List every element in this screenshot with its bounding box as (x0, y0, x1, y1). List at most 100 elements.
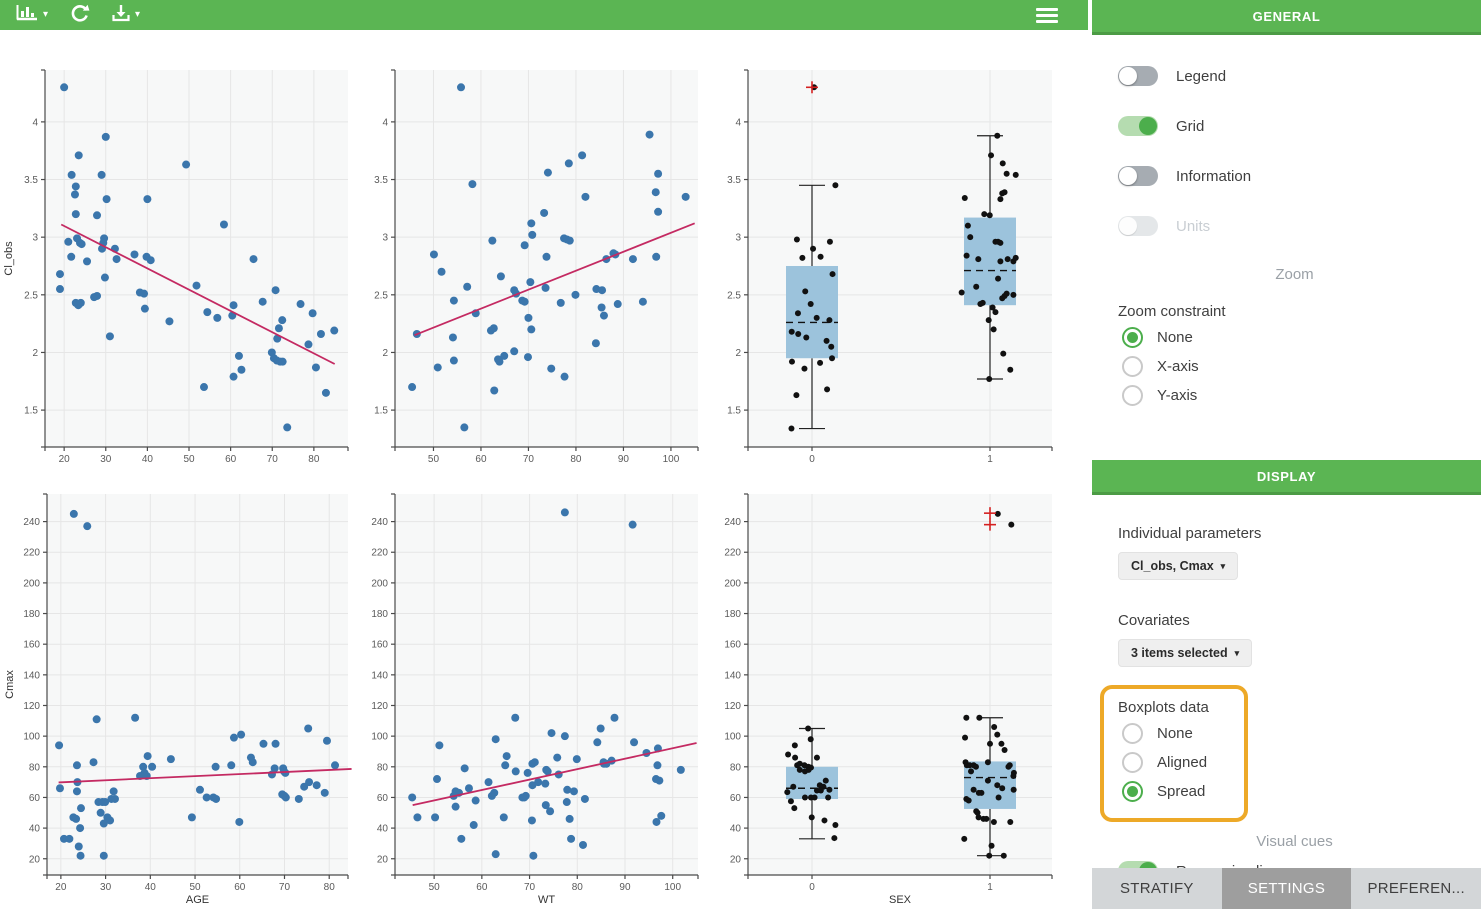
svg-text:180: 180 (724, 609, 741, 620)
boxplots-data-option-spread[interactable]: Spread (1118, 777, 1244, 806)
svg-text:50: 50 (189, 882, 201, 893)
radio-icon (1122, 327, 1143, 348)
plot-toolbar: ▾ ▾ (0, 0, 1088, 30)
grid-toggle-row: Grid (1118, 101, 1471, 151)
svg-text:100: 100 (663, 454, 680, 465)
svg-text:80: 80 (730, 762, 742, 773)
individual-parameters-label: Individual parameters (1118, 525, 1262, 542)
individual-parameters-dropdown[interactable]: Cl_obs, Cmax ▾ (1118, 552, 1239, 580)
svg-text:50: 50 (429, 882, 441, 893)
svg-text:70: 70 (279, 882, 291, 893)
svg-text:20: 20 (377, 854, 389, 865)
svg-text:70: 70 (524, 882, 536, 893)
zoom-section-label: Zoom (1275, 266, 1314, 283)
svg-text:2: 2 (735, 348, 741, 359)
refresh-icon (70, 3, 90, 28)
radio-icon (1122, 752, 1143, 773)
svg-text:3.5: 3.5 (24, 175, 38, 186)
export-icon (112, 4, 130, 27)
tab-preferences[interactable]: PREFEREN... (1351, 868, 1481, 909)
plot-panel: ▾ ▾ (0, 0, 1088, 909)
svg-text:120: 120 (724, 701, 741, 712)
display-section-header: DISPLAY (1092, 460, 1481, 495)
zoom-constraint-option-none[interactable]: None (1118, 323, 1471, 352)
svg-text:50: 50 (183, 454, 195, 465)
export-button[interactable]: ▾ (112, 4, 140, 27)
grid-toggle[interactable] (1118, 116, 1158, 136)
boxplots-data-option-aligned[interactable]: Aligned (1118, 748, 1244, 777)
svg-text:30: 30 (100, 882, 112, 893)
svg-text:Cmax: Cmax (4, 670, 16, 699)
plot-cl-obs-vs-wt: 1.5 2 2.5 3 3.5 4 50 60 70 80 90 100 (374, 69, 699, 465)
svg-text:180: 180 (23, 609, 40, 620)
svg-text:70: 70 (267, 454, 279, 465)
svg-text:20: 20 (55, 882, 67, 893)
svg-text:50: 50 (428, 454, 440, 465)
sidebar-tabbar: STRATIFY SETTINGS PREFEREN... (1092, 868, 1481, 909)
svg-text:40: 40 (377, 824, 389, 835)
svg-text:90: 90 (619, 882, 631, 893)
menu-button[interactable] (1036, 7, 1058, 23)
zoom-constraint-option-x-axis[interactable]: X-axis (1118, 352, 1471, 381)
plots-canvas[interactable]: 1.5 2 2.5 3 3.5 4 20 30 40 50 60 70 80 Cl_obs 1.5 2 2.5 3… (0, 30, 1088, 909)
units-toggle-label: Units (1176, 217, 1211, 235)
information-toggle[interactable] (1118, 166, 1158, 186)
svg-text:160: 160 (371, 640, 388, 651)
units-toggle-row: Units (1118, 201, 1471, 251)
chevron-down-icon: ▾ (135, 9, 141, 20)
tab-settings[interactable]: SETTINGS (1221, 868, 1352, 909)
svg-text:80: 80 (324, 882, 336, 893)
svg-text:1.5: 1.5 (727, 406, 741, 417)
svg-text:140: 140 (23, 670, 40, 681)
svg-text:140: 140 (371, 670, 388, 681)
radio-icon (1122, 356, 1143, 377)
svg-text:100: 100 (664, 882, 681, 893)
svg-text:60: 60 (730, 793, 742, 804)
svg-text:WT: WT (538, 894, 555, 906)
svg-text:30: 30 (100, 454, 112, 465)
svg-text:3: 3 (735, 233, 741, 244)
settings-sidebar: GENERAL Legend Grid Information Units Zo… (1092, 0, 1481, 909)
svg-text:40: 40 (142, 454, 154, 465)
svg-text:240: 240 (23, 517, 40, 528)
boxplots-data-highlight: Boxplots data None Aligned Spread (1100, 685, 1248, 822)
svg-text:Cl_obs: Cl_obs (3, 241, 15, 276)
visual-cues-section-label: Visual cues (1256, 833, 1333, 850)
svg-text:AGE: AGE (186, 894, 209, 906)
svg-text:SEX: SEX (889, 894, 912, 906)
svg-text:0: 0 (809, 454, 815, 465)
plot-cmax-vs-sex: 20 40 60 80 100 120 140 160 180 200 220 240 0 1 SEX (724, 493, 1053, 906)
svg-text:2.5: 2.5 (727, 290, 741, 301)
zoom-constraint-option-y-axis[interactable]: Y-axis (1118, 381, 1471, 410)
radio-icon (1122, 723, 1143, 744)
svg-text:40: 40 (730, 824, 742, 835)
svg-text:60: 60 (234, 882, 246, 893)
radio-icon (1122, 781, 1143, 802)
svg-text:80: 80 (308, 454, 320, 465)
svg-text:60: 60 (476, 882, 488, 893)
svg-text:40: 40 (145, 882, 157, 893)
menu-icon (1036, 7, 1058, 23)
svg-text:80: 80 (29, 762, 41, 773)
tab-stratify[interactable]: STRATIFY (1092, 868, 1222, 909)
legend-toggle[interactable] (1118, 66, 1158, 86)
svg-text:80: 80 (377, 762, 389, 773)
zoom-constraint-label: Zoom constraint (1118, 303, 1226, 320)
chart-type-button[interactable]: ▾ (16, 4, 48, 26)
svg-text:1: 1 (987, 882, 993, 893)
boxplots-data-option-none[interactable]: None (1118, 719, 1244, 748)
svg-text:20: 20 (730, 854, 742, 865)
svg-text:160: 160 (724, 640, 741, 651)
chevron-down-icon: ▾ (43, 9, 49, 20)
svg-text:2: 2 (382, 348, 388, 359)
chart-type-icon (16, 4, 38, 26)
grid-toggle-label: Grid (1176, 117, 1205, 135)
plot-cmax-vs-age: 20 40 60 80 100 120 140 160 180 200 220 240 20 30 40 50… (4, 493, 352, 906)
svg-text:3.5: 3.5 (727, 175, 741, 186)
svg-text:2: 2 (32, 348, 38, 359)
svg-text:4: 4 (735, 117, 741, 128)
covariates-dropdown[interactable]: 3 items selected ▾ (1118, 639, 1253, 667)
svg-text:60: 60 (475, 454, 487, 465)
svg-text:100: 100 (724, 732, 741, 743)
refresh-button[interactable] (70, 3, 90, 28)
